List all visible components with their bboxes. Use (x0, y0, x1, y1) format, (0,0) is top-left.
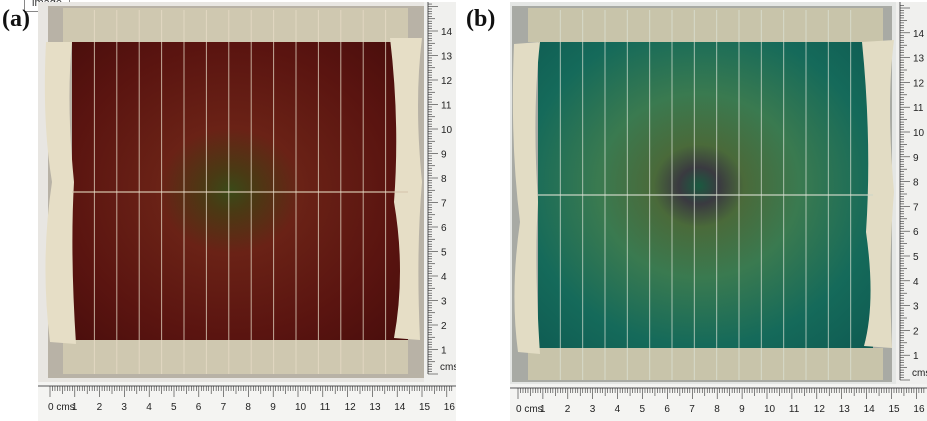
side-ruler-number: 8 (913, 178, 919, 189)
side-ruler-number: 9 (441, 150, 447, 161)
ruler-number: 12 (345, 402, 357, 413)
ruler-number: 9 (270, 402, 276, 413)
side-ruler-number: 14 (441, 27, 453, 38)
ruler-number: 8 (714, 404, 720, 415)
ruler-number: 5 (640, 404, 646, 415)
side-ruler-number: 4 (441, 272, 447, 283)
side-ruler-number: 1 (913, 351, 919, 362)
side-ruler-number: 10 (441, 125, 453, 136)
side-ruler-number: 10 (913, 128, 925, 139)
side-ruler-number: 7 (441, 199, 447, 210)
side-ruler-number: 11 (913, 103, 924, 114)
ruler-number: 6 (664, 404, 670, 415)
ruler-number: 1 (72, 402, 78, 413)
ruler-number: 16 (913, 404, 925, 415)
side-ruler-number: 6 (913, 227, 919, 238)
ruler-number: 4 (615, 404, 621, 415)
ruler-number: 13 (839, 404, 851, 415)
ruler-number: 16 (444, 402, 456, 413)
ruler-number: 11 (320, 402, 331, 413)
side-ruler-unit: cms (912, 368, 927, 379)
side-ruler-number: 7 (913, 202, 919, 213)
side-ruler-number: 3 (441, 297, 447, 308)
ruler-unit: 0 cms (516, 404, 543, 415)
panel-a-label: (a) (2, 6, 30, 32)
ruler-number: 11 (789, 404, 800, 415)
ruler-number: 8 (245, 402, 251, 413)
ruler-number: 14 (394, 402, 406, 413)
ruler-number: 10 (764, 404, 776, 415)
ruler-number: 9 (739, 404, 745, 415)
side-ruler-number: 5 (913, 252, 919, 263)
ruler-unit: 0 cms (48, 402, 75, 413)
ruler-number: 15 (419, 402, 431, 413)
side-ruler-unit: cms (440, 362, 456, 373)
solar-cell-photo-b: 0 cms 1 2 3 4 5 6 7 8 9 10 11 12 13 14 15 16 1 2 3 4 5 6 7 8 9 10… (510, 2, 927, 421)
ruler-number: 7 (689, 404, 695, 415)
ruler-number: 2 (565, 404, 571, 415)
side-ruler-number: 2 (441, 321, 447, 332)
side-ruler-number: 5 (441, 248, 447, 259)
panel-b-label: (b) (466, 6, 496, 32)
side-ruler-number: 13 (441, 52, 453, 63)
ruler-number: 3 (121, 402, 127, 413)
ruler-number: 15 (889, 404, 901, 415)
side-ruler-number: 4 (913, 277, 919, 288)
side-ruler-number: 14 (913, 29, 925, 40)
side-ruler-number: 8 (441, 174, 447, 185)
ruler-number: 14 (864, 404, 876, 415)
ruler-number: 6 (196, 402, 202, 413)
side-ruler-number: 9 (913, 153, 919, 164)
side-ruler-number: 1 (441, 346, 447, 357)
solar-cell-photo-a: 0 cms 1 2 3 4 5 6 7 8 9 10 11 12 13 14 15 16 1 2 3 4 5 6 7 8 9 10… (38, 2, 456, 421)
ruler-number: 7 (221, 402, 227, 413)
ruler-number: 12 (814, 404, 826, 415)
ruler-number: 1 (540, 404, 546, 415)
side-ruler-number: 11 (441, 101, 452, 112)
side-ruler-number: 12 (441, 76, 453, 87)
ruler-number: 5 (171, 402, 177, 413)
ruler-number: 3 (590, 404, 596, 415)
ruler-number: 4 (146, 402, 152, 413)
side-ruler-number: 12 (913, 78, 925, 89)
side-ruler-number: 13 (913, 54, 925, 65)
ruler-number: 10 (295, 402, 307, 413)
side-ruler-number: 6 (441, 223, 447, 234)
side-ruler-number: 3 (913, 302, 919, 313)
ruler-number: 13 (369, 402, 381, 413)
side-ruler-number: 2 (913, 326, 919, 337)
ruler-number: 2 (97, 402, 103, 413)
